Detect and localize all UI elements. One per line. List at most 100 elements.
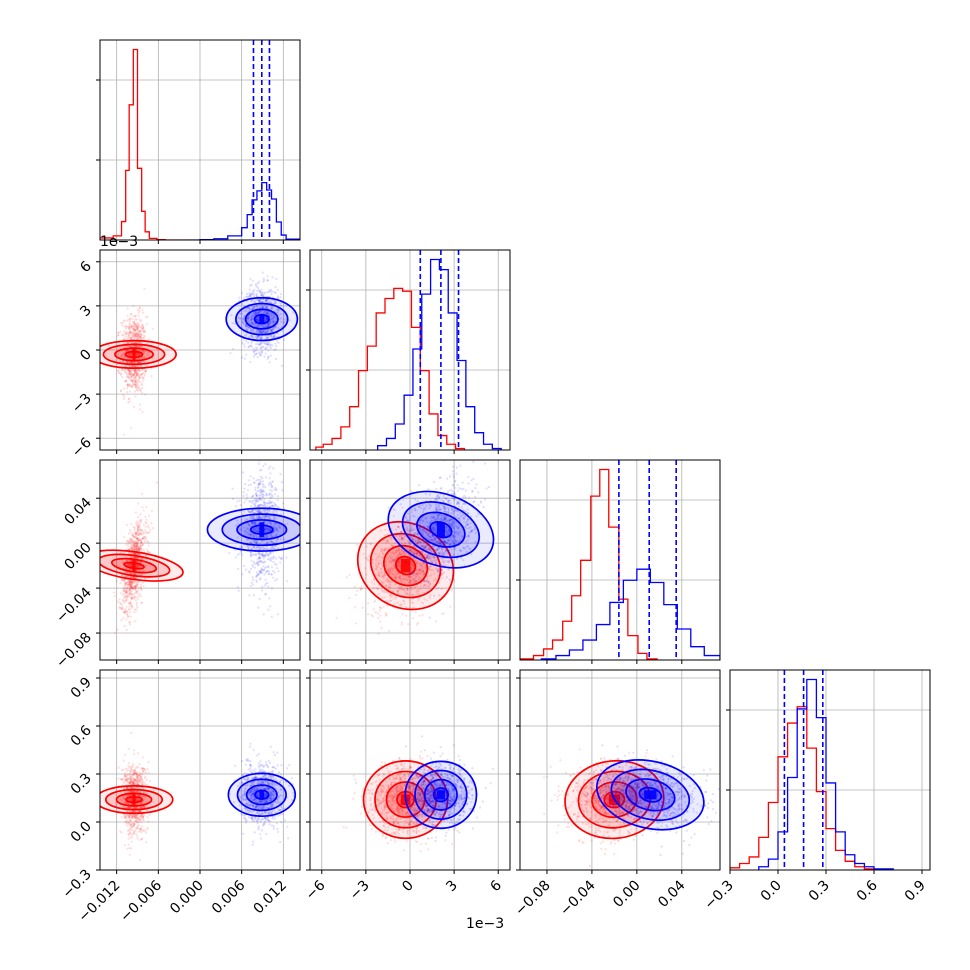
scatter-point bbox=[135, 608, 138, 611]
scatter-point bbox=[131, 380, 134, 383]
scatter-point bbox=[133, 545, 136, 548]
scatter-point bbox=[263, 355, 266, 358]
scatter-point bbox=[257, 329, 260, 332]
panel-1-0 bbox=[96, 249, 301, 454]
scatter-point bbox=[462, 546, 465, 549]
scatter-point bbox=[127, 325, 130, 328]
scatter-point bbox=[131, 576, 135, 579]
scatter-point bbox=[231, 487, 234, 490]
scatter-point bbox=[135, 566, 138, 569]
scatter-point bbox=[130, 581, 133, 584]
scatter-point bbox=[266, 341, 269, 344]
scatter-point bbox=[127, 368, 130, 371]
scatter-point bbox=[268, 340, 271, 344]
scatter-point bbox=[140, 521, 143, 524]
scatter-point bbox=[137, 386, 140, 389]
scatter-point bbox=[269, 465, 272, 468]
scatter-point bbox=[398, 553, 401, 556]
scatter-point bbox=[245, 545, 248, 548]
scatter-point bbox=[259, 509, 262, 512]
scatter-point bbox=[430, 555, 433, 558]
scatter-point bbox=[257, 561, 261, 564]
scatter-point bbox=[269, 472, 272, 475]
scatter-point bbox=[233, 322, 236, 325]
scatter-point bbox=[124, 591, 127, 594]
scatter-point bbox=[264, 325, 267, 328]
scatter-point bbox=[249, 284, 252, 287]
scatter-point bbox=[132, 547, 135, 550]
scatter-point bbox=[135, 324, 138, 327]
scatter-point bbox=[139, 528, 142, 531]
scatter-point bbox=[415, 552, 418, 555]
scatter-point bbox=[250, 335, 254, 338]
scatter-point bbox=[275, 578, 278, 581]
scatter-point bbox=[117, 371, 120, 375]
scatter-point bbox=[279, 304, 282, 307]
scatter-point bbox=[259, 331, 262, 334]
scatter-point bbox=[249, 322, 252, 326]
scatter-point bbox=[135, 348, 138, 351]
scatter-point bbox=[124, 543, 128, 546]
scatter-point bbox=[441, 613, 444, 616]
scatter-point bbox=[413, 552, 416, 555]
scatter-point bbox=[137, 368, 140, 371]
scatter-point bbox=[264, 584, 267, 587]
scatter-point bbox=[377, 561, 380, 564]
scatter-point bbox=[132, 373, 135, 377]
scatter-point bbox=[135, 580, 138, 583]
scatter-point bbox=[272, 320, 275, 323]
scatter-point bbox=[241, 322, 245, 325]
scatter-point bbox=[130, 523, 133, 526]
scatter-point bbox=[270, 288, 273, 291]
scatter-point bbox=[272, 535, 275, 538]
scatter-point bbox=[269, 328, 272, 332]
scatter-point bbox=[382, 581, 385, 584]
scatter-point bbox=[140, 602, 143, 605]
scatter-point bbox=[264, 486, 267, 489]
scatter-point bbox=[269, 492, 272, 495]
scatter-point bbox=[388, 567, 391, 570]
scatter-point bbox=[402, 537, 405, 540]
scatter-point bbox=[414, 586, 417, 589]
scatter-point bbox=[136, 326, 139, 330]
scatter-point bbox=[253, 520, 256, 523]
scatter-point bbox=[411, 538, 414, 541]
scatter-point bbox=[127, 568, 131, 571]
scatter-point bbox=[135, 563, 138, 566]
scatter-point bbox=[142, 543, 145, 546]
scatter-point bbox=[133, 370, 136, 373]
scatter-point bbox=[436, 495, 439, 498]
scatter-point bbox=[129, 600, 132, 603]
scatter-point bbox=[412, 582, 415, 585]
scatter-point bbox=[141, 372, 144, 375]
scatter-point bbox=[256, 329, 259, 332]
scatter-point bbox=[247, 530, 250, 533]
scatter-point bbox=[129, 352, 132, 355]
scatter-point bbox=[437, 496, 440, 500]
scatter-point bbox=[272, 315, 275, 318]
scatter-point bbox=[140, 547, 143, 550]
scatter-point bbox=[270, 540, 273, 543]
scatter-point bbox=[406, 528, 409, 531]
scatter-point bbox=[367, 601, 370, 605]
scatter-point bbox=[129, 592, 132, 595]
scatter-point bbox=[395, 577, 398, 580]
scatter-point bbox=[136, 373, 139, 376]
scatter-point bbox=[398, 575, 401, 578]
scatter-point bbox=[131, 597, 134, 600]
scatter-point bbox=[126, 610, 129, 613]
scatter-point bbox=[146, 531, 149, 534]
scatter-point bbox=[135, 584, 139, 587]
scatter-point bbox=[125, 325, 128, 328]
scatter-point bbox=[279, 557, 282, 560]
scatter-point bbox=[422, 541, 425, 544]
scatter-point bbox=[250, 318, 253, 321]
scatter-point bbox=[136, 332, 139, 335]
scatter-point bbox=[128, 364, 131, 367]
scatter-point bbox=[252, 351, 255, 354]
scatter-point bbox=[265, 312, 268, 315]
scatter-point bbox=[257, 499, 260, 502]
scatter-point bbox=[254, 488, 257, 491]
scatter-point bbox=[263, 515, 266, 519]
scatter-point bbox=[127, 349, 130, 352]
